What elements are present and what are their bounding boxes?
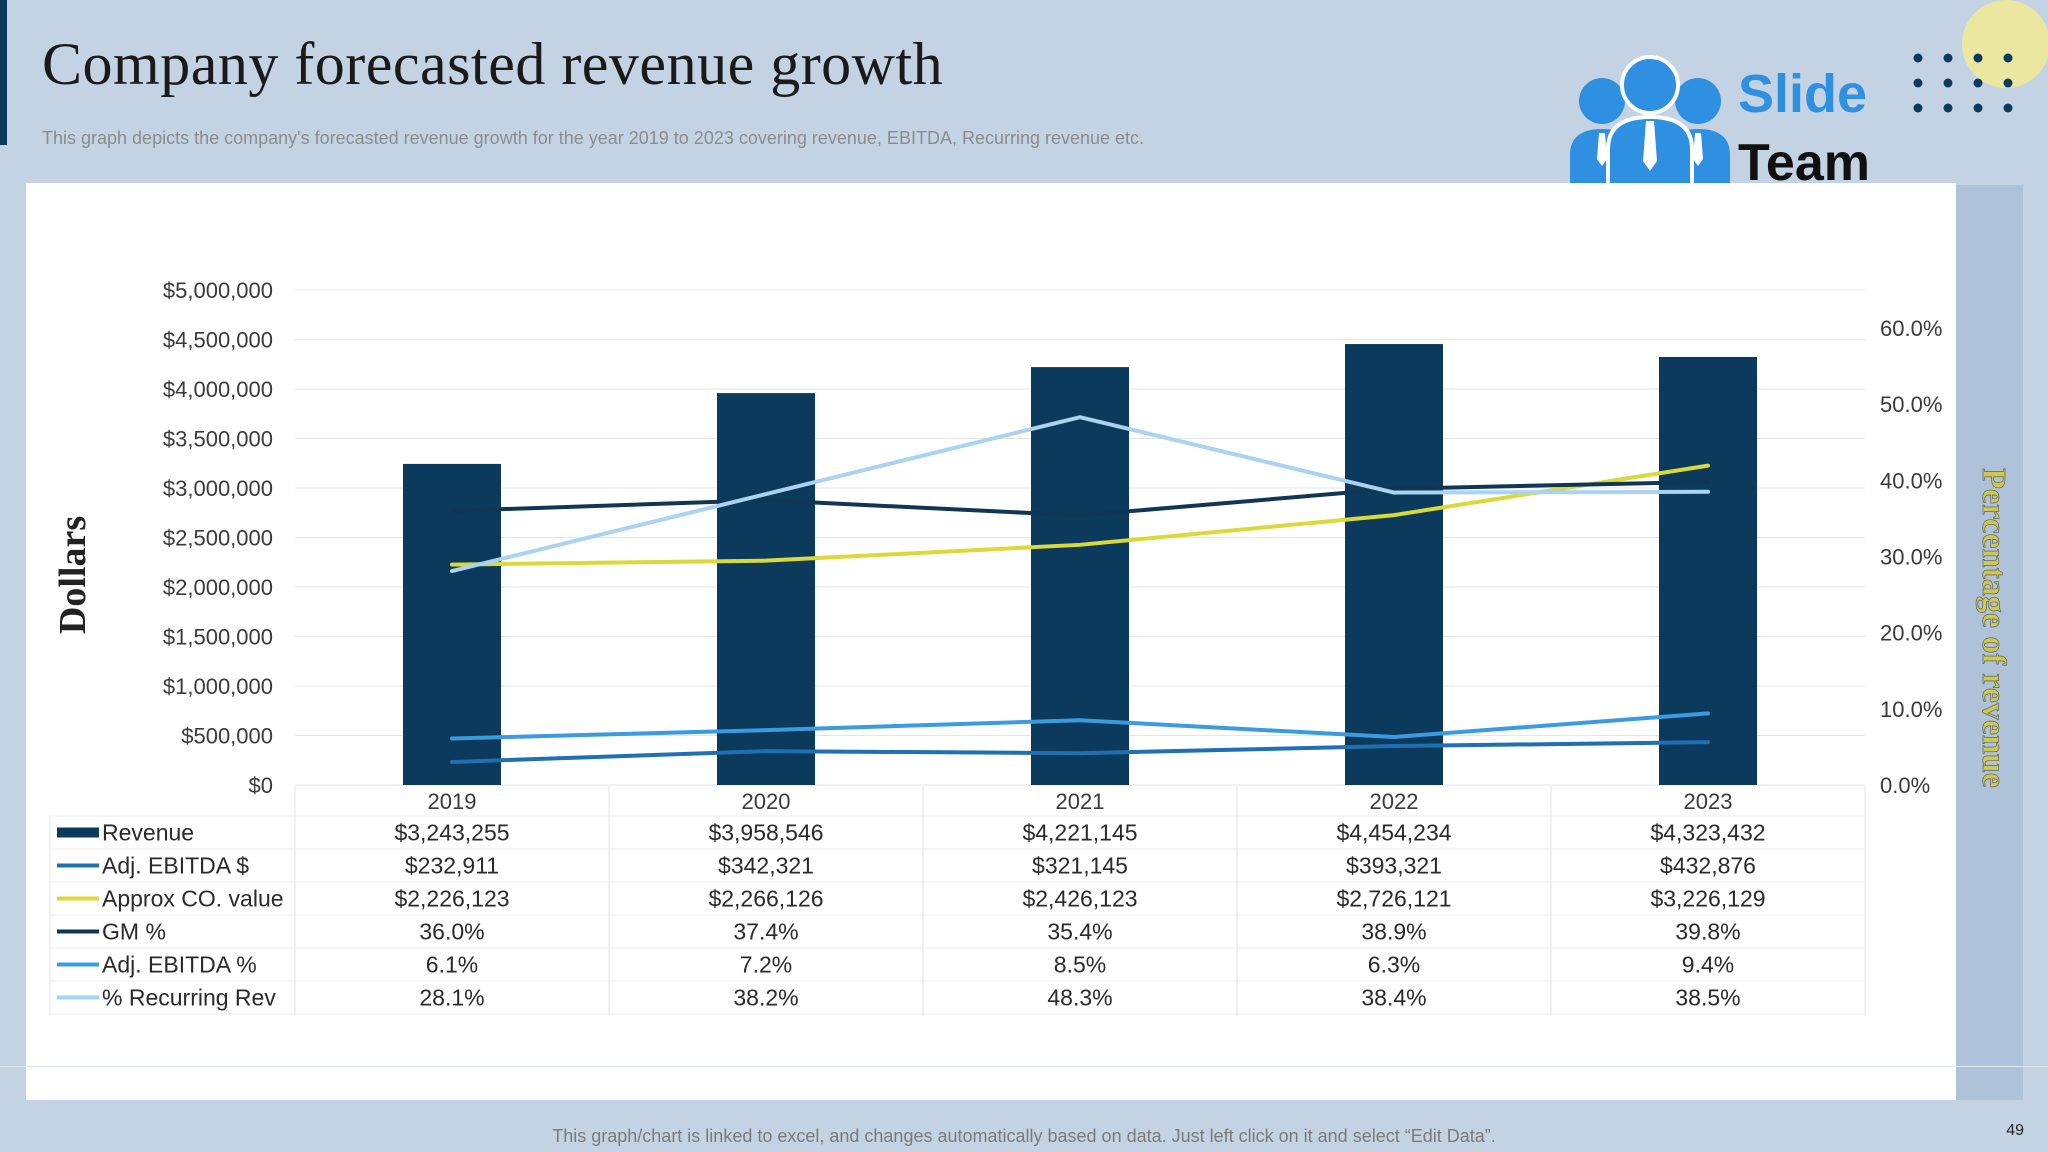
left-axis-tick-label: $3,500,000 [163, 427, 273, 452]
table-cell-value: $4,221,145 [1022, 820, 1137, 846]
table-cell-value: $2,226,123 [394, 886, 509, 912]
table-cell-value: 6.1% [426, 952, 478, 978]
table-cell-value: 38.5% [1675, 985, 1740, 1011]
x-axis-category-label: 2022 [1370, 789, 1419, 814]
table-series-label: Adj. EBITDA $ [102, 853, 249, 879]
left-axis-tick-label: $4,000,000 [163, 377, 273, 402]
table-cell-value: $432,876 [1660, 853, 1756, 879]
right-axis-tick-label: 10.0% [1880, 697, 1942, 722]
table-series-label: Adj. EBITDA % [102, 952, 257, 978]
table-cell-value: $2,266,126 [708, 886, 823, 912]
left-axis-tick-label: $500,000 [181, 724, 273, 749]
table-cell-value: 28.1% [419, 985, 484, 1011]
left-accent-bar [0, 0, 7, 145]
right-axis-tick-label: 30.0% [1880, 545, 1942, 570]
bottom-divider [0, 1066, 2048, 1067]
right-axis-tick-label: 50.0% [1880, 392, 1942, 417]
table-cell-value: $4,323,432 [1650, 820, 1765, 846]
table-series-label: GM % [102, 919, 166, 945]
decorative-circle [1962, 0, 2048, 88]
table-cell-value: 38.2% [733, 985, 798, 1011]
table-cell-value: 7.2% [740, 952, 792, 978]
slide-title: Company forecasted revenue growth [42, 31, 944, 97]
revenue-bar [1345, 344, 1443, 785]
left-axis-tick-label: $5,000,000 [163, 278, 273, 303]
page-number: 49 [2006, 1122, 2024, 1139]
x-axis-category-label: 2021 [1056, 789, 1105, 814]
legend-key-revenue [57, 827, 99, 838]
left-axis-tick-label: $1,000,000 [163, 674, 273, 699]
right-axis-tick-label: 20.0% [1880, 621, 1942, 646]
table-series-label: Approx CO. value [102, 886, 284, 912]
left-axis-tick-label: $3,000,000 [163, 476, 273, 501]
revenue-bar [1659, 356, 1757, 785]
series-line-adj-ebitda [450, 740, 1710, 764]
logo-word-team: Team [1738, 134, 1870, 192]
series-line-adj-ebitda [450, 711, 1710, 741]
table-cell-value: $2,426,123 [1022, 886, 1137, 912]
right-axis-tick-label: 0.0% [1880, 773, 1930, 798]
table-cell-value: $2,726,121 [1336, 886, 1451, 912]
series-line-recurring-rev [450, 415, 1710, 574]
logo-word-slide: Slide [1738, 64, 1868, 124]
right-axis-title: Percentage of revenue [1975, 468, 2012, 788]
table-cell-value: 48.3% [1047, 985, 1112, 1011]
people-icon [1570, 55, 1730, 185]
table-series-label: Revenue [102, 820, 194, 846]
footer-note: This graph/chart is linked to excel, and… [552, 1126, 1496, 1146]
table-cell-value: $3,958,546 [708, 820, 823, 846]
table-cell-value: $232,911 [405, 853, 499, 879]
slide-subtitle: This graph depicts the company's forecas… [42, 128, 1145, 148]
revenue-bar [403, 463, 501, 785]
table-cell-value: $3,243,255 [394, 820, 509, 846]
series-line-approx-co-value [450, 463, 1710, 567]
table-cell-value: 8.5% [1054, 952, 1106, 978]
right-axis-tick-label: 40.0% [1880, 468, 1942, 493]
right-axis-tick-label: 60.0% [1880, 316, 1942, 341]
table-cell-value: $342,321 [718, 853, 814, 879]
table-cell-value: 35.4% [1047, 919, 1112, 945]
table-cell-value: $321,145 [1032, 853, 1128, 879]
chart-panel [26, 183, 1956, 1100]
left-axis-tick-label: $2,000,000 [163, 575, 273, 600]
left-axis-tick-label: $2,500,000 [163, 526, 273, 551]
right-accent-band [1955, 185, 2023, 1100]
table-series-label: % Recurring Rev [102, 985, 276, 1011]
x-axis-category-label: 2019 [428, 789, 477, 814]
slideteam-logo: Slide Team [1568, 55, 1888, 192]
left-axis-title: Dollars [52, 516, 94, 634]
left-axis-tick-label: $1,500,000 [163, 625, 273, 650]
left-axis-tick-label: $0 [249, 773, 273, 798]
table-cell-value: $393,321 [1346, 853, 1442, 879]
table-cell-value: 6.3% [1368, 952, 1420, 978]
x-axis-category-label: 2023 [1684, 789, 1733, 814]
series-line-gm [450, 479, 1710, 518]
table-cell-value: $4,454,234 [1336, 820, 1451, 846]
table-cell-value: 9.4% [1682, 952, 1734, 978]
left-axis-tick-label: $4,500,000 [163, 328, 273, 353]
table-cell-value: $3,226,129 [1650, 886, 1765, 912]
revenue-bar [717, 393, 815, 785]
decorative-dots [1913, 53, 2013, 113]
table-cell-value: 36.0% [419, 919, 484, 945]
table-cell-value: 37.4% [733, 919, 798, 945]
revenue-bar [1031, 367, 1129, 785]
table-cell-value: 38.9% [1361, 919, 1426, 945]
table-cell-value: 38.4% [1361, 985, 1426, 1011]
x-axis-category-label: 2020 [742, 789, 791, 814]
table-cell-value: 39.8% [1675, 919, 1740, 945]
